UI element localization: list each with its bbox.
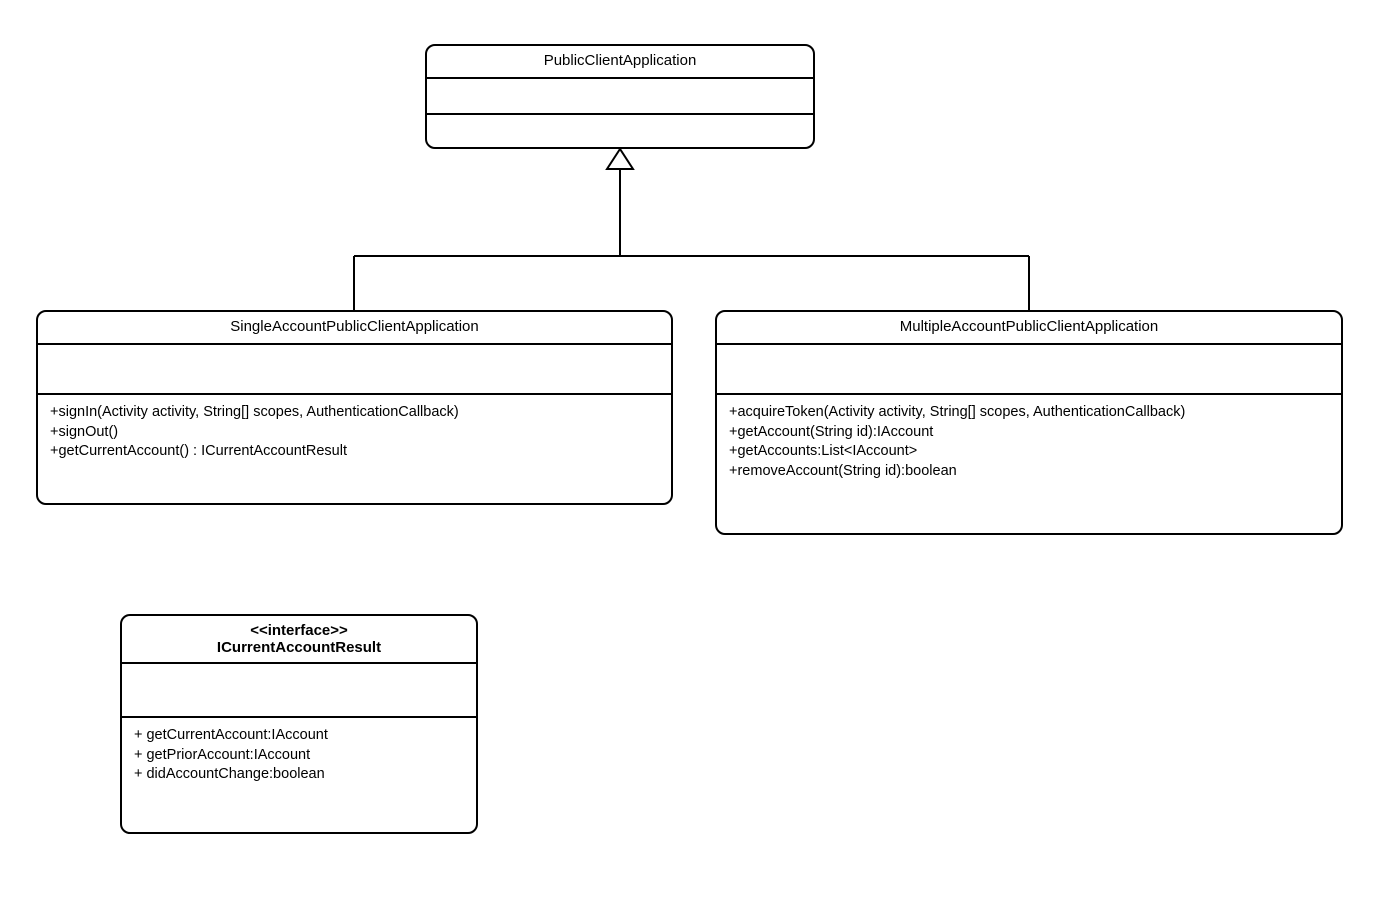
class-title: MultipleAccountPublicClientApplication	[717, 312, 1341, 345]
class-multiple-account-public-client-application: MultipleAccountPublicClientApplication +…	[715, 310, 1343, 535]
class-title: SingleAccountPublicClientApplication	[38, 312, 671, 345]
interface-attributes	[122, 664, 476, 718]
class-public-client-application: PublicClientApplication	[425, 44, 815, 149]
class-title: PublicClientApplication	[427, 46, 813, 79]
interface-methods: + getCurrentAccount:IAccount + getPriorA…	[122, 718, 476, 793]
class-methods: +acquireToken(Activity activity, String[…	[717, 395, 1341, 489]
interface-name: ICurrentAccountResult	[217, 639, 381, 656]
class-single-account-public-client-application: SingleAccountPublicClientApplication +si…	[36, 310, 673, 505]
class-attributes	[38, 345, 671, 395]
class-methods: +signIn(Activity activity, String[] scop…	[38, 395, 671, 470]
interface-icurrent-account-result: <<interface>> ICurrentAccountResult + ge…	[120, 614, 478, 834]
class-attributes	[717, 345, 1341, 395]
interface-title: <<interface>> ICurrentAccountResult	[122, 616, 476, 664]
interface-stereotype: <<interface>>	[250, 622, 348, 639]
class-methods	[427, 115, 813, 149]
class-attributes	[427, 79, 813, 115]
